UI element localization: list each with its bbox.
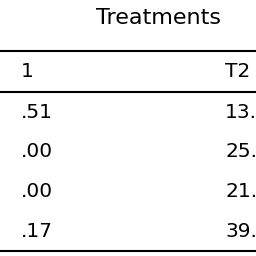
Text: 13.9: 13.9 [225,102,256,122]
Text: Treatments: Treatments [96,8,221,28]
Text: .00: .00 [20,142,52,161]
Text: 1: 1 [20,62,33,81]
Text: 39.0: 39.0 [225,221,256,241]
Text: .51: .51 [20,102,52,122]
Text: 21.5: 21.5 [225,182,256,201]
Text: .17: .17 [20,221,52,241]
Text: T2: T2 [225,62,251,81]
Text: 25.0: 25.0 [225,142,256,161]
Text: .00: .00 [20,182,52,201]
